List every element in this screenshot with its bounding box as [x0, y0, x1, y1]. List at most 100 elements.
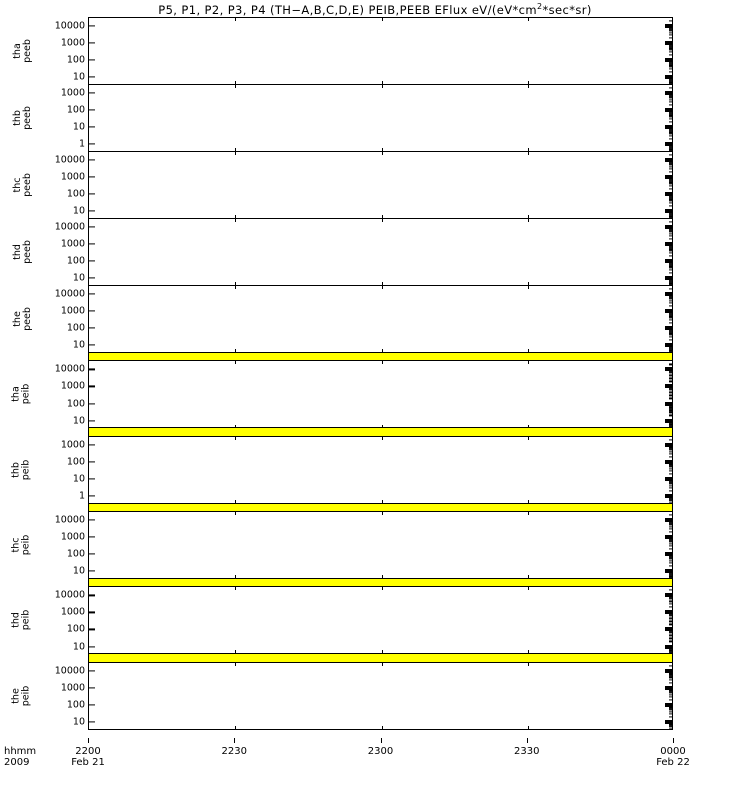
ytick-minor-right [668, 420, 672, 422]
ytick-minor-right [668, 466, 672, 468]
ytick-minor-right [668, 528, 672, 530]
panel-ylabel-line1: thc [10, 537, 22, 553]
ytick-mark-right [665, 493, 672, 498]
ytick-minor-right [668, 375, 672, 377]
plot-title-suffix: *sec*sr) [542, 2, 592, 17]
ytick-minor-right [668, 531, 672, 533]
ytick-minor-right [668, 422, 672, 424]
xtick-stub-bottom [527, 424, 529, 428]
ytick-minor-right [668, 521, 672, 523]
ytick-minor-right [668, 647, 672, 649]
ytick-mark-left [89, 519, 95, 521]
ytick-minor-right [668, 623, 672, 625]
ytick-minor-right [668, 597, 672, 599]
ytick-minor-right [668, 279, 672, 281]
panel-ylabel-line2: peib [20, 384, 32, 405]
xtick-stub-bottom [527, 349, 529, 353]
ytick-minor-right [668, 331, 672, 333]
ytick-minor-right [668, 640, 672, 642]
ytick-mark-right [665, 702, 672, 707]
ytick-label: 100 [66, 188, 85, 200]
ytick-minor-right [668, 262, 672, 264]
xtick-mark [380, 738, 382, 743]
ytick-minor-right [668, 233, 672, 235]
ytick-minor-right [668, 723, 672, 726]
ytick-minor-right [668, 520, 672, 522]
ytick-minor-right [668, 635, 672, 637]
ytick-minor-right [668, 490, 672, 492]
panel-ylabel-line2: peeb [21, 106, 33, 130]
ytick-minor-right [668, 27, 672, 29]
ytick-minor-right [668, 178, 672, 180]
ytick-minor-right [668, 468, 672, 470]
ytick-mark-right [665, 685, 672, 690]
xtick-label-time: 2200 [75, 746, 101, 757]
ytick-label: 10 [72, 121, 85, 133]
ytick-mark-right [665, 343, 672, 348]
ytick-minor-right [668, 128, 672, 130]
xtick-stub-bottom [527, 499, 529, 503]
ytick-mark-right [665, 125, 672, 130]
ytick-minor-right [668, 709, 672, 711]
ytick-label: 10000 [54, 514, 85, 526]
ytick-minor-right [668, 248, 672, 250]
ytick-label: 10000 [54, 20, 85, 32]
ytick-minor-right [668, 349, 672, 351]
ytick-minor-right [668, 649, 672, 651]
ytick-label: 10 [72, 71, 85, 83]
ytick-minor-right [668, 601, 672, 603]
ytick-minor-right [668, 298, 672, 300]
ytick-minor-right [668, 110, 672, 112]
xtick-stub-bottom [527, 575, 529, 579]
panel-thd-peeb: thd peeb 10 100 1000 10000 [12, 218, 673, 287]
ytick-mark-left [89, 193, 95, 195]
xtick-stub-bottom [527, 81, 529, 85]
ytick-minor-right [668, 148, 672, 150]
xtick-label: 0000 Feb 22 [656, 746, 690, 768]
ytick-minor-right [668, 317, 672, 319]
xtick-label: 2300 [368, 746, 393, 757]
ytick-mark-left [89, 277, 95, 279]
panel-ylabel-line2: peib [20, 534, 32, 556]
ytick-label: 100 [66, 104, 85, 116]
ytick-minor-right [668, 247, 672, 249]
ytick-minor-right [668, 687, 672, 690]
panel-tha-peeb: tha peeb 10 100 1000 10000 [12, 17, 673, 86]
ytick-minor-right [668, 118, 672, 120]
ytick-minor-right [668, 295, 672, 297]
ytick-minor-right [668, 116, 672, 118]
ytick-label: 10 [72, 205, 85, 217]
ytick-mark-right [665, 225, 672, 230]
panel-ytick-labels: 10 100 1000 10000 [45, 587, 85, 653]
ytick-minor-right [668, 573, 672, 575]
ytick-minor-right [668, 672, 672, 674]
ytick-mark-left [89, 92, 95, 94]
ytick-minor-right [668, 196, 672, 198]
ytick-minor-right [668, 131, 672, 133]
ytick-minor-right [668, 164, 672, 166]
xtick-stub-top [381, 18, 383, 21]
ytick-minor-right [668, 545, 672, 547]
ytick-minor-right [668, 43, 672, 45]
ytick-minor-right [668, 557, 672, 559]
ytick-label: 1000 [60, 37, 85, 49]
ytick-minor-right [668, 404, 672, 406]
ytick-mark-right [665, 75, 672, 80]
ytick-minor-right [668, 78, 672, 80]
ytick-minor-right [668, 704, 672, 707]
ytick-minor-right [668, 397, 672, 399]
ytick-minor-right [668, 230, 672, 232]
ytick-minor-right [668, 44, 672, 46]
xtick-stub-top [235, 219, 237, 222]
ytick-minor-right [668, 411, 672, 414]
ytick-mark-right [665, 326, 672, 331]
ytick-minor-right [668, 198, 672, 200]
ytick-minor-right [668, 618, 672, 620]
ytick-mark-left [89, 420, 95, 422]
ytick-minor-right [668, 211, 672, 213]
ytick-label: 1000 [60, 682, 85, 694]
ytick-label: 100 [66, 255, 85, 267]
ytick-mark-left [89, 402, 95, 405]
ytick-minor-right [668, 707, 672, 710]
ytick-label: 10000 [54, 589, 85, 601]
